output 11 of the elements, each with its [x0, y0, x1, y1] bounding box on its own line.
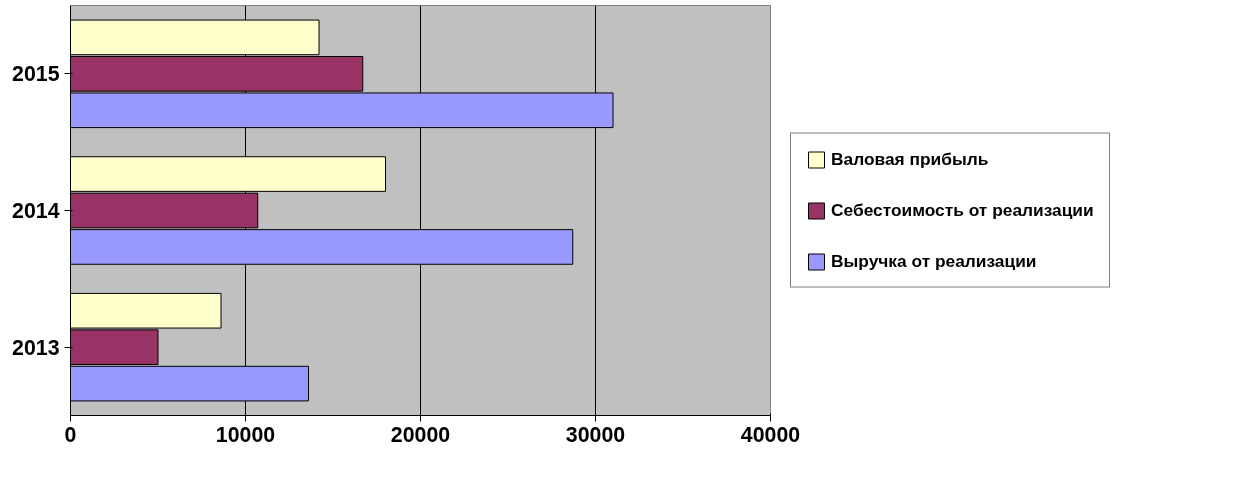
x-tick-label: 0: [64, 422, 77, 447]
y-tick-label: 2013: [12, 335, 60, 360]
legend-label: Выручка от реализации: [831, 250, 1037, 272]
legend-label: Себестоимость от реализации: [831, 199, 1094, 221]
x-tick-label: 10000: [215, 422, 276, 447]
y-tick-label: 2014: [12, 199, 60, 223]
y-tick-label: 2015: [12, 62, 60, 87]
x-tick-label: 30000: [565, 422, 626, 447]
x-tick-label: 20000: [390, 422, 451, 447]
legend-label: Валовая прибыль: [831, 148, 989, 170]
x-tick-label: 40000: [740, 422, 801, 447]
